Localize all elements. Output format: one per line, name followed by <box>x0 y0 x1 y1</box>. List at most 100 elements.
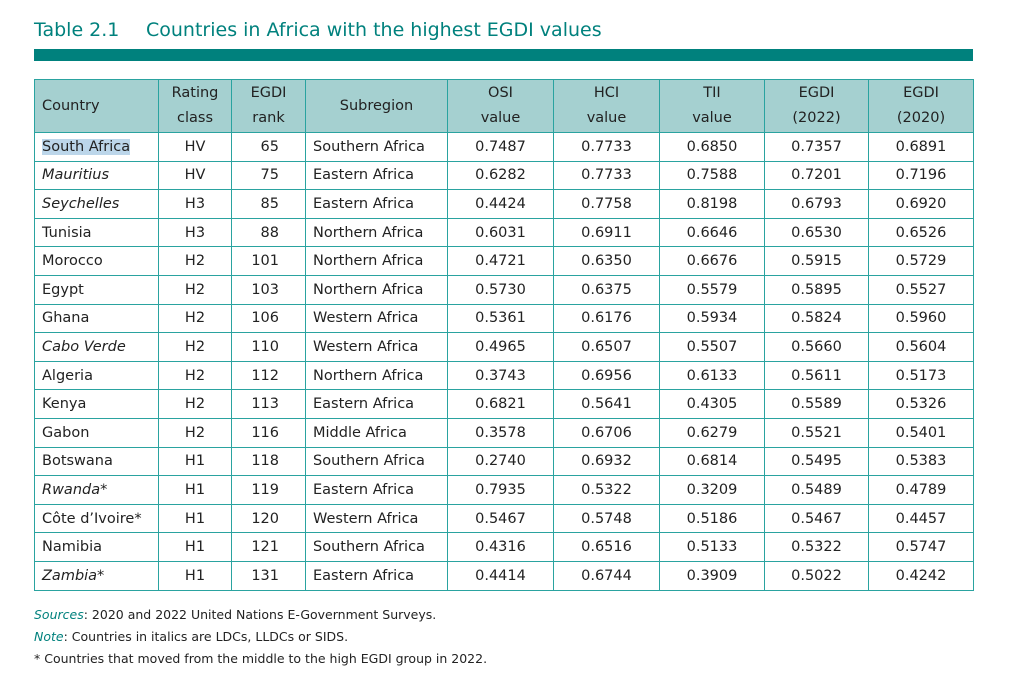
egdi2020-value: 0.5383 <box>895 453 947 470</box>
cell-rank: 65 <box>231 132 306 162</box>
hci-value: 0.5748 <box>581 510 632 527</box>
tii-value: 0.5507 <box>686 338 738 355</box>
cell-class: HV <box>158 160 232 191</box>
table-row: Ghana H2 106 Western Africa 0.5361 0.6176 0.59… <box>34 303 974 334</box>
cell-country: Botswana <box>34 446 159 477</box>
hci-value: 0.7758 <box>581 195 632 212</box>
header-row: Country Rating class EGDI rank Subregion OSI va… <box>34 79 974 133</box>
cell-tii: 0.7588 <box>659 160 765 191</box>
subregion-value: Northern Africa <box>313 281 424 298</box>
cell-osi: 0.4965 <box>447 332 554 362</box>
hci-value: 0.5322 <box>581 481 632 498</box>
cell-egdi2020: 0.5729 <box>868 246 974 276</box>
cell-country: Namibia <box>34 532 159 562</box>
header-text: EGDI <box>798 85 835 101</box>
egdi2022-value: 0.5322 <box>791 539 842 556</box>
cell-osi: 0.7487 <box>447 132 554 162</box>
cell-rank: 118 <box>231 446 306 477</box>
cell-country: Mauritius <box>34 160 159 191</box>
table-row: Mauritius HV 75 Eastern Africa 0.6282 0.7733 0… <box>34 160 974 191</box>
cell-rank: 120 <box>231 503 306 534</box>
cell-hci: 0.6350 <box>553 246 660 276</box>
table-row: Botswana H1 118 Southern Africa 0.2740 0.6932… <box>34 446 974 477</box>
country-value: South Africa <box>42 138 131 155</box>
subregion-value: Middle Africa <box>313 424 407 441</box>
cell-egdi2022: 0.5521 <box>764 417 869 448</box>
class-value: H2 <box>184 253 206 270</box>
tii-value: 0.6133 <box>686 367 738 384</box>
cell-subregion: Southern Africa <box>305 132 448 162</box>
osi-value: 0.7935 <box>475 481 526 498</box>
egdi2020-value: 0.5401 <box>895 424 947 441</box>
cell-tii: 0.6279 <box>659 417 765 448</box>
header-text: OSI <box>488 85 513 101</box>
table-row: Seychelles H3 85 Eastern Africa 0.4424 0.7758… <box>34 189 974 219</box>
cell-class: H1 <box>158 503 232 534</box>
cell-osi: 0.3743 <box>447 360 554 391</box>
subregion-value: Eastern Africa <box>313 396 415 413</box>
rank-value: 120 <box>251 510 279 527</box>
hci-value: 0.6744 <box>581 567 632 584</box>
cell-hci: 0.6375 <box>553 274 660 305</box>
subregion-value: Eastern Africa <box>313 167 415 184</box>
cell-rank: 116 <box>231 417 306 448</box>
hci-value: 0.6350 <box>581 253 632 270</box>
tii-value: 0.3209 <box>686 481 738 498</box>
osi-value: 0.6821 <box>475 396 526 413</box>
class-value: H3 <box>184 224 206 241</box>
column-header: EGDI (2020) <box>868 79 974 133</box>
cell-osi: 0.4424 <box>447 189 554 219</box>
table-row: Algeria H2 112 Northern Africa 0.3743 0.6956 0… <box>34 360 974 391</box>
cell-class: HV <box>158 132 232 162</box>
cell-rank: 121 <box>231 532 306 562</box>
cell-country: South Africa <box>34 132 159 162</box>
country-value: Ghana <box>42 310 90 327</box>
cell-egdi2022: 0.5660 <box>764 332 869 362</box>
rank-value: 75 <box>260 167 279 184</box>
column-header: Subregion <box>305 79 448 133</box>
sources-note: Sources: 2020 and 2022 United Nations E-… <box>34 604 487 626</box>
osi-value: 0.4965 <box>475 338 526 355</box>
cell-subregion: Western Africa <box>305 503 448 534</box>
cell-class: H2 <box>158 274 232 305</box>
cell-egdi2020: 0.4242 <box>868 560 974 591</box>
title-divider-bar <box>34 49 973 61</box>
class-value: H1 <box>184 539 206 556</box>
table-row: Egypt H2 103 Northern Africa 0.5730 0.6375 0.5… <box>34 274 974 305</box>
egdi2020-value: 0.6920 <box>895 195 947 212</box>
osi-value: 0.4424 <box>475 195 526 212</box>
cell-osi: 0.5361 <box>447 303 554 334</box>
cell-tii: 0.6850 <box>659 132 765 162</box>
egdi2020-value: 0.5604 <box>895 338 947 355</box>
table-caption: Countries in Africa with the highest EGD… <box>146 19 602 41</box>
tii-value: 0.6814 <box>686 453 738 470</box>
country-value: Egypt <box>42 281 84 298</box>
cell-rank: 106 <box>231 303 306 334</box>
column-header: Country <box>34 79 159 133</box>
tii-value: 0.5579 <box>686 281 738 298</box>
cell-class: H2 <box>158 332 232 362</box>
cell-rank: 112 <box>231 360 306 391</box>
table-row: Cabo Verde H2 110 Western Africa 0.4965 0.650… <box>34 332 974 362</box>
cell-tii: 0.6646 <box>659 217 765 248</box>
egdi2020-value: 0.5747 <box>895 539 947 556</box>
cell-egdi2022: 0.7357 <box>764 132 869 162</box>
cell-tii: 0.6676 <box>659 246 765 276</box>
asterisk-note: * Countries that moved from the middle t… <box>34 651 488 666</box>
rank-value: 101 <box>251 253 279 270</box>
header-text: EGDI <box>903 85 939 101</box>
hci-value: 0.6516 <box>581 539 632 556</box>
tii-value: 0.6676 <box>686 253 738 270</box>
tii-value: 0.6850 <box>686 138 738 155</box>
cell-egdi2020: 0.5960 <box>868 303 974 334</box>
cell-osi: 0.6282 <box>447 160 554 191</box>
class-value: HV <box>184 167 206 184</box>
table-row: Namibia H1 121 Southern Africa 0.4316 0.6516 0… <box>34 532 974 562</box>
egdi2022-value: 0.5895 <box>791 281 842 298</box>
table-row: Kenya H2 113 Eastern Africa 0.6821 0.5641 0.43… <box>34 389 974 419</box>
note-text: : Countries in italics are LDCs, LLDCs o… <box>63 629 349 644</box>
cell-egdi2022: 0.5322 <box>764 532 869 562</box>
header-text: value <box>480 110 521 126</box>
cell-egdi2020: 0.4457 <box>868 503 974 534</box>
column-header: OSI value <box>447 79 554 133</box>
